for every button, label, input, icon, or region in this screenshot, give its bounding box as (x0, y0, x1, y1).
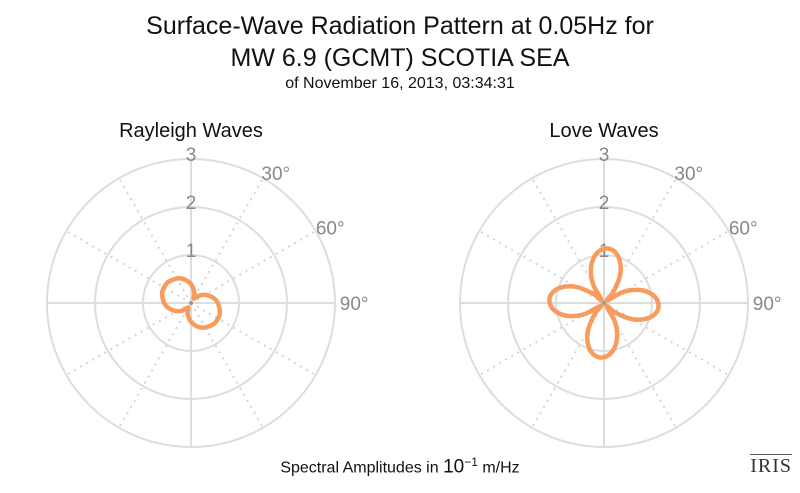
angle-tick-label: 60° (729, 219, 758, 240)
rayleigh-title: Rayleigh Waves (119, 120, 263, 142)
center-point (602, 301, 606, 305)
radius-gridline (142, 254, 240, 352)
love-title: Love Waves (549, 120, 659, 142)
radius-gridline (459, 158, 749, 448)
angle-tick-label: 60° (316, 219, 345, 240)
angle-gridline (531, 177, 605, 304)
title-line-2: MW 6.9 (GCMT) SCOTIA SEA (230, 44, 570, 72)
radius-gridline (46, 158, 336, 448)
footer-base: 10 (443, 456, 465, 478)
angle-gridline (190, 302, 317, 376)
radius-tick-label: 2 (186, 193, 197, 214)
angle-gridline (478, 302, 605, 376)
rayleigh-pattern-line (159, 276, 223, 330)
angle-gridline (603, 230, 730, 304)
angle-gridline (118, 302, 192, 429)
love-pattern-line (547, 246, 661, 360)
angle-tick-label: 90° (753, 294, 782, 315)
angle-gridline (190, 230, 317, 304)
footer-exp: −1 (464, 455, 478, 469)
amplitude-units-label: Spectral Amplitudes in 10−1 m/Hz (0, 455, 800, 478)
center-point (189, 301, 193, 305)
radius-gridline (94, 206, 288, 400)
radius-gridline (555, 254, 653, 352)
radius-tick-label: 2 (599, 193, 610, 214)
angle-tick-label: 30° (261, 164, 290, 185)
angle-gridline (190, 177, 264, 304)
radius-tick-label: 1 (599, 241, 610, 262)
footer-unit: m/Hz (477, 459, 520, 477)
iris-logo: IRIS (750, 454, 792, 478)
angle-gridline (603, 177, 677, 304)
radius-tick-label: 3 (599, 145, 610, 166)
angle-gridline (603, 302, 677, 429)
footer-prefix: Spectral Amplitudes in (280, 459, 444, 477)
title-line-1: Surface-Wave Radiation Pattern at 0.05Hz… (146, 12, 654, 40)
subtitle: of November 16, 2013, 03:34:31 (285, 75, 515, 92)
angle-tick-label: 90° (340, 294, 369, 315)
radius-tick-label: 1 (186, 241, 197, 262)
angle-gridline (65, 230, 192, 304)
angle-gridline (190, 302, 264, 429)
angle-gridline (478, 230, 605, 304)
radius-gridline (507, 206, 701, 400)
iris-logo-text: IRIS (750, 454, 792, 477)
angle-gridline (118, 177, 192, 304)
angle-tick-label: 30° (674, 164, 703, 185)
angle-gridline (603, 302, 730, 376)
angle-gridline (531, 302, 605, 429)
radius-tick-label: 3 (186, 145, 197, 166)
angle-gridline (65, 302, 192, 376)
